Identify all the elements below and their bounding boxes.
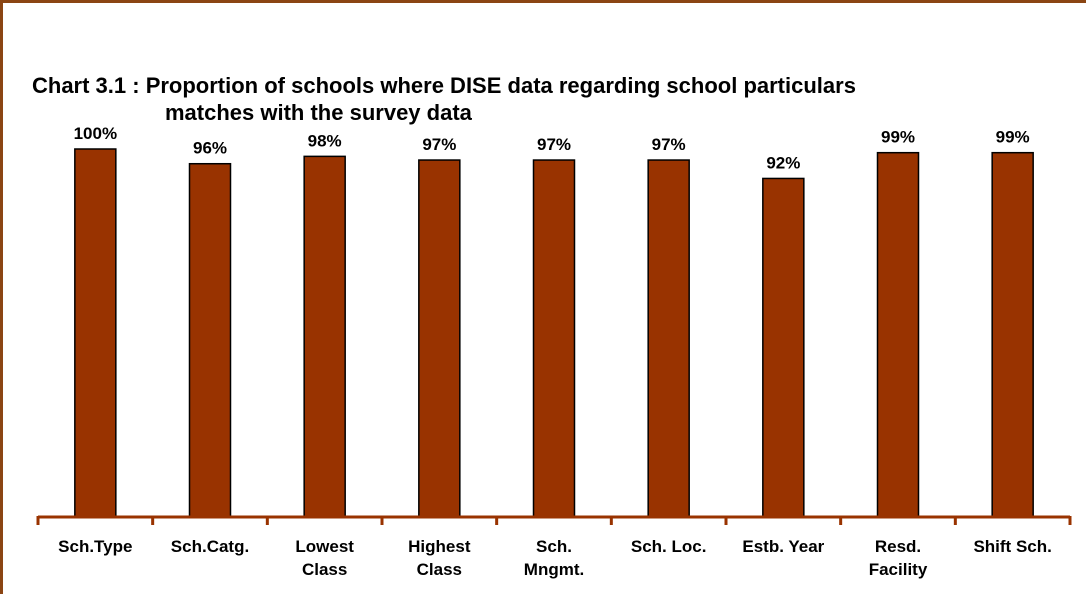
x-tick-label-8: Shift Sch. bbox=[973, 537, 1051, 556]
chart-title-line-2: matches with the survey data bbox=[165, 100, 472, 125]
x-tick-label-4: Sch. Mngmt. bbox=[524, 537, 584, 579]
data-label-2: 98% bbox=[308, 131, 342, 150]
bar-5 bbox=[647, 159, 690, 518]
data-label-8: 99% bbox=[996, 128, 1030, 147]
x-tick-label-5: Sch. Loc. bbox=[631, 537, 707, 556]
bar-7 bbox=[876, 151, 920, 518]
x-tick-label-6: Estb. Year bbox=[742, 537, 824, 556]
bar-0 bbox=[74, 148, 117, 518]
data-label-4: 97% bbox=[537, 135, 571, 154]
x-tick-label-3: Highest Class bbox=[408, 537, 471, 579]
bar-8 bbox=[991, 151, 1034, 518]
x-tick-label-1: Sch.Catg. bbox=[171, 537, 249, 556]
data-label-3: 97% bbox=[422, 135, 456, 154]
bar-2 bbox=[303, 155, 346, 518]
bar-1 bbox=[188, 162, 232, 518]
bar-4 bbox=[532, 159, 576, 518]
x-tick-label-7: Resd. Facility bbox=[869, 537, 928, 579]
x-tick-label-2: Lowest Class bbox=[295, 537, 354, 579]
data-label-7: 99% bbox=[881, 128, 915, 147]
data-label-6: 92% bbox=[766, 153, 800, 172]
bar-3 bbox=[418, 159, 461, 518]
chart-title: Chart 3.1 : Proportion of schools where … bbox=[32, 72, 856, 126]
data-label-5: 97% bbox=[652, 135, 686, 154]
data-label-1: 96% bbox=[193, 139, 227, 158]
data-label-0: 100% bbox=[74, 124, 117, 143]
chart-title-line-1: Chart 3.1 : Proportion of schools where … bbox=[32, 73, 856, 98]
x-tick-label-0: Sch.Type bbox=[58, 537, 132, 556]
bar-6 bbox=[762, 177, 805, 518]
